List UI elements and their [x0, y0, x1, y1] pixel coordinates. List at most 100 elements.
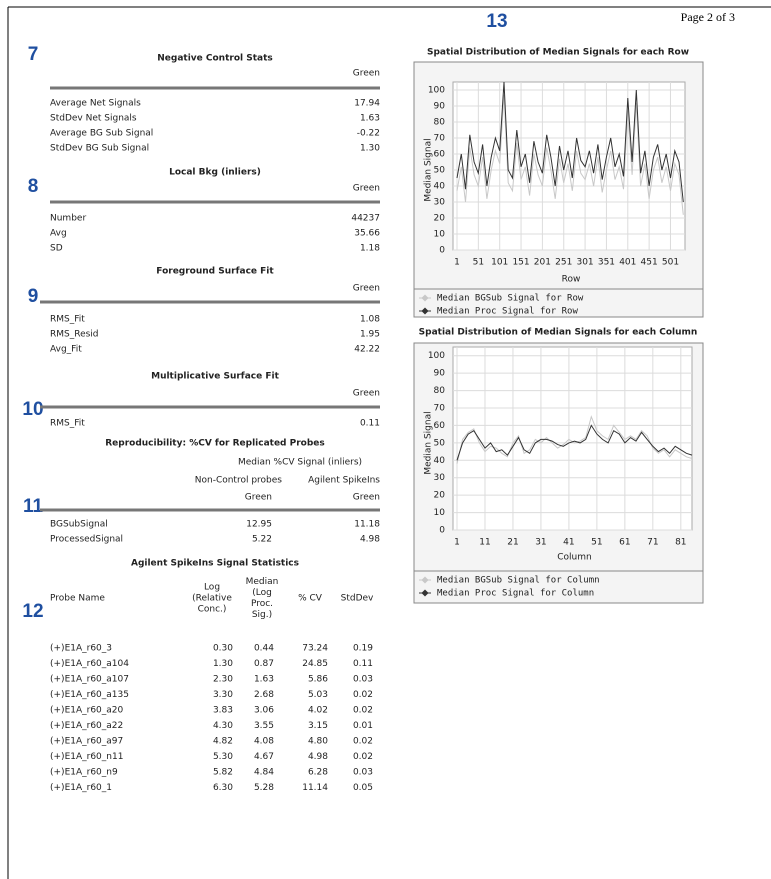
series-line — [456, 94, 684, 215]
section-title: Foreground Surface Fit — [156, 267, 274, 277]
section-title: Local Bkg (inliers) — [169, 168, 261, 178]
legend-label: Median Proc Signal for Column — [437, 589, 594, 599]
column-header: Green — [245, 493, 272, 503]
row-label: StdDev BG Sub Signal — [50, 144, 149, 154]
probe-name: (+)E1A_r60_a107 — [50, 675, 129, 685]
table-cell: 4.67 — [254, 752, 274, 762]
table-cell: 0.19 — [353, 644, 373, 654]
x-tick-label: 81 — [675, 538, 686, 548]
y-tick-label: 10 — [434, 230, 446, 240]
row-label: Average BG Sub Signal — [50, 129, 153, 139]
x-tick-label: 41 — [563, 538, 574, 548]
section-title: Agilent SpikeIns Signal Statistics — [131, 559, 299, 569]
legend-label: Median BGSub Signal for Column — [437, 576, 600, 586]
row-label: StdDev Net Signals — [50, 114, 137, 124]
row-value: 1.30 — [360, 144, 380, 154]
column-header: Green — [353, 284, 380, 294]
table-cell: 2.68 — [254, 690, 274, 700]
table-header: StdDev — [341, 594, 374, 604]
row-label: SD — [50, 244, 63, 254]
chart-title: Spatial Distribution of Median Signals f… — [427, 48, 689, 58]
table-cell: 0.30 — [213, 644, 233, 654]
x-tick-label: 51 — [473, 258, 484, 268]
row-label: RMS_Fit — [50, 419, 85, 429]
table-header: (Log — [252, 588, 272, 598]
y-tick-label: 50 — [434, 438, 446, 448]
y-tick-label: 90 — [434, 102, 446, 112]
table-cell: 0.02 — [353, 690, 373, 700]
x-tick-label: 1 — [454, 538, 460, 548]
column-header: Green — [353, 184, 380, 194]
table-header: Probe Name — [50, 594, 105, 604]
table-header: % CV — [298, 594, 323, 604]
callout: 13 — [486, 11, 507, 32]
legend-label: Median BGSub Signal for Row — [437, 294, 584, 304]
row-label: Average Net Signals — [50, 99, 141, 109]
row-value: 44237 — [351, 214, 380, 224]
table-cell: 0.03 — [353, 768, 373, 778]
row-value: 17.94 — [354, 99, 380, 109]
row-label: ProcessedSignal — [50, 535, 123, 545]
table-cell: 4.82 — [213, 737, 233, 747]
x-tick-label: 351 — [598, 258, 615, 268]
x-tick-label: 501 — [662, 258, 679, 268]
series-line — [456, 81, 684, 203]
section-title: Reproducibility: %CV for Replicated Prob… — [105, 439, 325, 449]
x-tick-label: 251 — [555, 258, 572, 268]
column-header: Green — [353, 389, 380, 399]
y-tick-label: 70 — [434, 134, 446, 144]
column-header: Green — [353, 69, 380, 79]
x-tick-label: 101 — [491, 258, 508, 268]
table-cell: 2.30 — [213, 675, 233, 685]
table-cell: 73.24 — [302, 644, 328, 654]
row-value: 1.95 — [360, 330, 380, 340]
x-tick-label: 301 — [576, 258, 593, 268]
row-value: 1.08 — [360, 315, 380, 325]
table-cell: 5.28 — [254, 783, 274, 793]
table-cell: 3.06 — [254, 706, 274, 716]
row-value: 35.66 — [354, 229, 380, 239]
table-cell: 0.02 — [353, 737, 373, 747]
row-value: 4.98 — [360, 535, 380, 545]
column-header: Green — [353, 493, 380, 503]
x-tick-label: 61 — [619, 538, 630, 548]
table-cell: 5.82 — [213, 768, 233, 778]
table-cell: 1.63 — [254, 675, 274, 685]
legend-marker — [421, 576, 429, 584]
legend-marker — [421, 294, 429, 302]
probe-name: (+)E1A_r60_n11 — [50, 752, 123, 762]
y-tick-label: 10 — [434, 508, 446, 518]
callout: 8 — [28, 176, 39, 197]
column-header: Non-Control probes — [195, 476, 283, 486]
probe-name: (+)E1A_r60_a22 — [50, 721, 123, 731]
y-tick-label: 50 — [434, 166, 446, 176]
table-cell: 0.01 — [353, 721, 373, 731]
x-tick-label: 151 — [512, 258, 529, 268]
table-cell: 0.11 — [353, 659, 373, 669]
table-cell: 4.08 — [254, 737, 274, 747]
row-label: Avg_Fit — [50, 345, 82, 355]
probe-name: (+)E1A_r60_a97 — [50, 737, 123, 747]
callout: 10 — [22, 399, 43, 420]
y-tick-label: 80 — [434, 386, 446, 396]
section-title: Multiplicative Surface Fit — [151, 372, 279, 382]
table-header: Conc.) — [198, 605, 227, 615]
chart-title: Spatial Distribution of Median Signals f… — [419, 328, 698, 338]
row-value: 1.63 — [360, 114, 380, 124]
callout: 9 — [28, 286, 39, 307]
y-tick-label: 20 — [434, 214, 446, 224]
y-tick-label: 20 — [434, 491, 446, 501]
row-label: Avg — [50, 229, 67, 239]
callout: 12 — [22, 601, 43, 622]
table-cell: 5.30 — [213, 752, 233, 762]
probe-name: (+)E1A_r60_1 — [50, 783, 112, 793]
table-cell: 24.85 — [302, 659, 328, 669]
x-tick-label: 51 — [591, 538, 602, 548]
table-cell: 11.14 — [302, 783, 328, 793]
plot-area — [452, 81, 686, 251]
table-cell: 4.98 — [308, 752, 328, 762]
y-tick-label: 30 — [434, 473, 446, 483]
series-line — [456, 424, 693, 461]
column-header: Agilent SpikeIns — [308, 476, 380, 486]
y-tick-label: 70 — [434, 404, 446, 414]
